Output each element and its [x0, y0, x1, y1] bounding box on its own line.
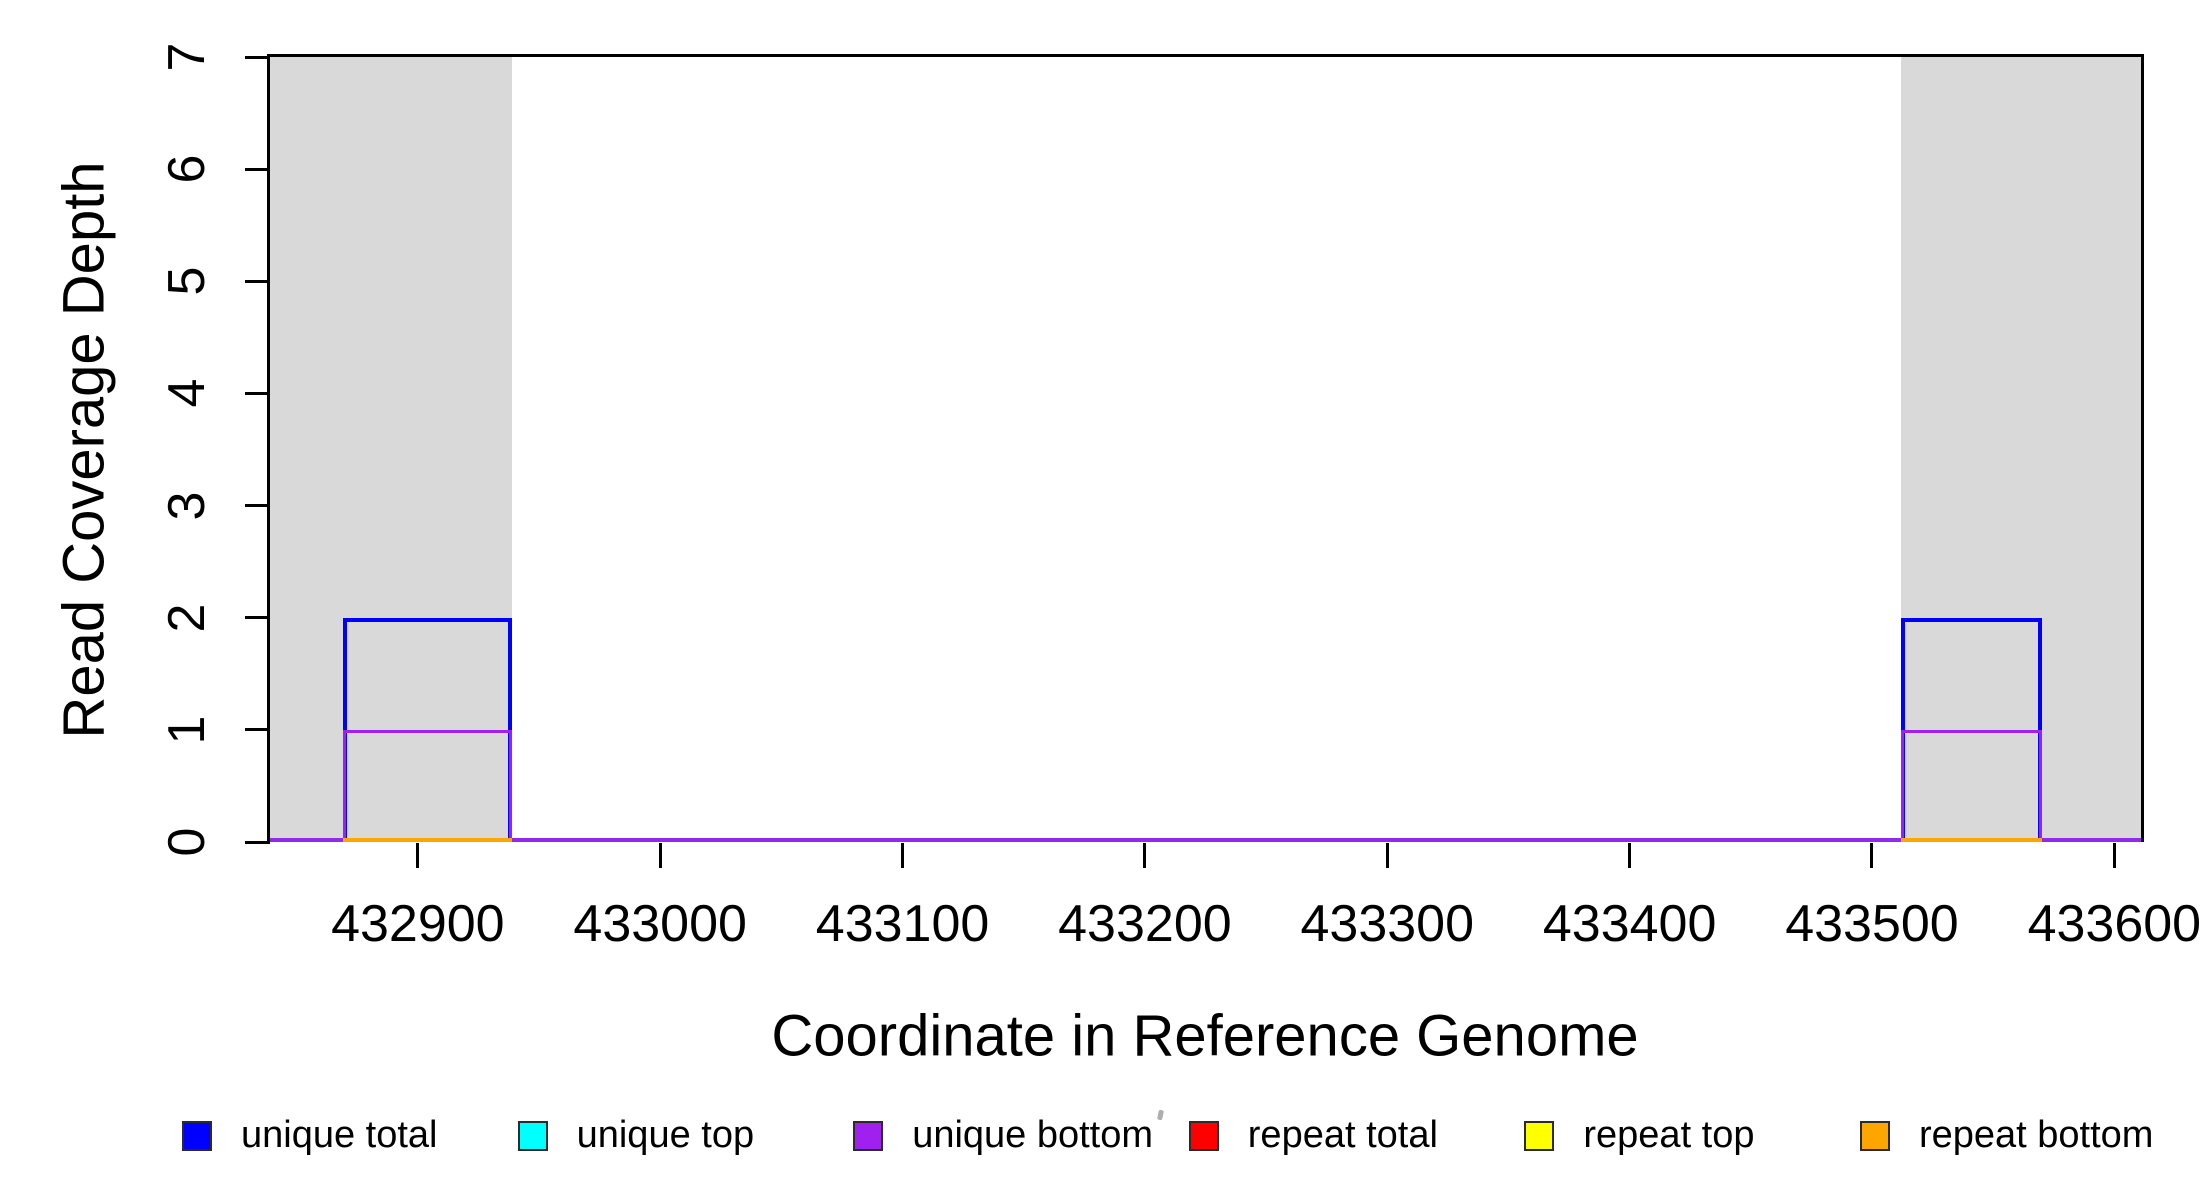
- legend-swatch-repeat-total: [1188, 1120, 1219, 1151]
- legend-swatch-unique-bottom: [853, 1120, 884, 1151]
- legend-swatch-repeat-bottom: [1859, 1120, 1890, 1151]
- x-tick: [1385, 843, 1389, 868]
- plot-area: [267, 54, 2144, 842]
- legend-item-unique-bottom: unique bottom: [853, 1114, 1189, 1157]
- x-tick: [2112, 843, 2116, 868]
- legend-swatch-unique-total: [182, 1120, 212, 1151]
- y-tick: [245, 279, 270, 283]
- x-tick-label: 433600: [2027, 895, 2200, 953]
- x-tick-label: 433000: [573, 895, 747, 953]
- legend-item-repeat-top: repeat top: [1524, 1114, 1860, 1157]
- legend-label-unique-total: unique total: [241, 1114, 438, 1156]
- x-tick: [658, 843, 662, 868]
- x-tick-label: 433200: [1058, 895, 1232, 953]
- legend-label-repeat-top: repeat top: [1583, 1114, 1755, 1156]
- y-tick-label: 6: [158, 154, 216, 184]
- unique-bottom-coverage-box: [342, 729, 513, 842]
- x-tick-label: 433100: [815, 895, 990, 953]
- y-tick-label: 3: [158, 491, 216, 521]
- legend-label-repeat-bottom: repeat bottom: [1918, 1114, 2154, 1156]
- legend-label-unique-bottom: unique bottom: [912, 1114, 1154, 1156]
- y-tick-label: 1: [158, 715, 216, 745]
- legend: unique total unique top unique bottom repea…: [182, 1114, 2196, 1157]
- legend-item-unique-total: unique total: [182, 1114, 518, 1157]
- y-tick-label: 2: [158, 603, 216, 633]
- y-axis-title: Read Coverage Depth: [51, 161, 117, 739]
- x-tick-label: 433300: [1300, 895, 1475, 953]
- legend-label-unique-top: unique top: [576, 1114, 755, 1156]
- legend-swatch-repeat-top: [1524, 1120, 1555, 1151]
- unique-bottom-coverage-box: [1901, 729, 2042, 842]
- legend-item-unique-top: unique top: [517, 1114, 854, 1157]
- legend-swatch-unique-top: [517, 1120, 548, 1151]
- y-tick-label: 4: [158, 378, 216, 408]
- legend-item-repeat-bottom: repeat bottom: [1859, 1114, 2196, 1157]
- y-tick: [245, 728, 270, 732]
- legend-label-repeat-total: repeat total: [1247, 1114, 1438, 1156]
- y-tick-label: 7: [158, 42, 216, 72]
- y-tick: [245, 391, 270, 395]
- x-tick: [1870, 843, 1874, 868]
- shaded-region-right: [1901, 57, 2141, 842]
- repeat-bottom-zero-segment: [342, 838, 513, 842]
- x-tick: [1628, 843, 1632, 868]
- x-axis-title: Coordinate in Reference Genome: [771, 1003, 1639, 1069]
- x-tick-label: 433500: [1785, 895, 1959, 953]
- y-tick: [245, 616, 270, 620]
- y-tick: [245, 504, 270, 508]
- legend-item-repeat-total: repeat total: [1188, 1114, 1525, 1157]
- y-tick-label: 5: [158, 266, 216, 296]
- repeat-bottom-zero-segment: [1901, 838, 2042, 842]
- y-tick-label: 0: [158, 827, 216, 857]
- x-tick: [901, 843, 905, 868]
- shaded-region-left: [270, 57, 513, 842]
- x-tick: [1143, 843, 1147, 868]
- zero-coverage-line: [270, 838, 2141, 842]
- x-tick-label: 433400: [1542, 895, 1717, 953]
- y-tick: [245, 167, 270, 171]
- y-tick: [245, 840, 270, 844]
- x-tick: [416, 843, 420, 868]
- x-tick-label: 432900: [331, 895, 505, 953]
- y-tick: [245, 55, 270, 59]
